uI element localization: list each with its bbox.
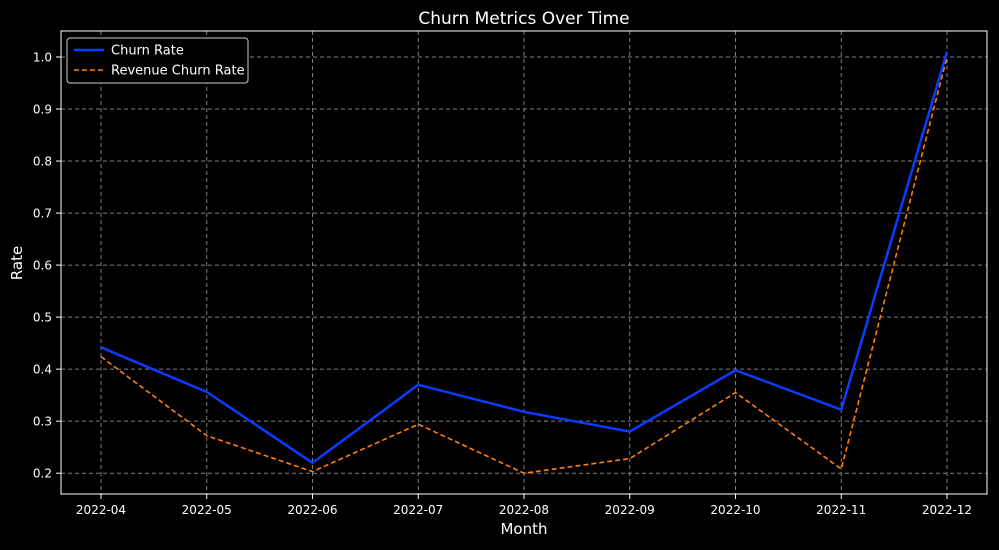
x-axis-label: Month <box>500 520 547 538</box>
y-axis-label: Rate <box>8 246 26 280</box>
x-tick-label: 2022-09 <box>605 503 655 517</box>
legend-label-churn-rate: Churn Rate <box>111 44 184 59</box>
x-tick-label: 2022-05 <box>182 503 232 517</box>
y-tick-label: 0.7 <box>33 207 52 221</box>
y-tick-label: 0.8 <box>33 155 52 169</box>
legend-label-revenue-churn-rate: Revenue Churn Rate <box>111 64 245 79</box>
x-tick-label: 2022-04 <box>76 503 126 517</box>
x-tick-label: 2022-06 <box>287 503 337 517</box>
y-tick-label: 0.5 <box>33 311 52 325</box>
y-tick-label: 0.4 <box>33 363 52 377</box>
x-tick-label: 2022-07 <box>393 503 443 517</box>
series-line-churn-rate <box>100 51 949 465</box>
y-tick-label: 0.2 <box>33 467 52 481</box>
y-axis-ticks: 0.2 0.3 0.4 0.5 0.6 0.7 0.8 0.9 1.0 <box>33 51 61 481</box>
y-tick-label: 0.9 <box>33 103 52 117</box>
legend: Churn Rate Revenue Churn Rate <box>66 37 249 84</box>
series-line-revenue-churn-rate <box>100 56 948 475</box>
chart-title: Churn Metrics Over Time <box>418 9 629 29</box>
x-tick-label: 2022-11 <box>816 503 866 517</box>
y-tick-label: 0.6 <box>33 259 52 273</box>
legend-box <box>66 37 249 84</box>
y-tick-label: 0.3 <box>33 415 52 429</box>
y-tick-label: 1.0 <box>33 51 52 65</box>
series-layer <box>100 51 949 475</box>
x-tick-label: 2022-08 <box>499 503 549 517</box>
x-tick-label: 2022-12 <box>922 503 972 517</box>
x-axis-ticks: 2022-04 2022-05 2022-06 2022-07 2022-08 2022-… <box>76 494 972 517</box>
x-tick-label: 2022-10 <box>710 503 760 517</box>
